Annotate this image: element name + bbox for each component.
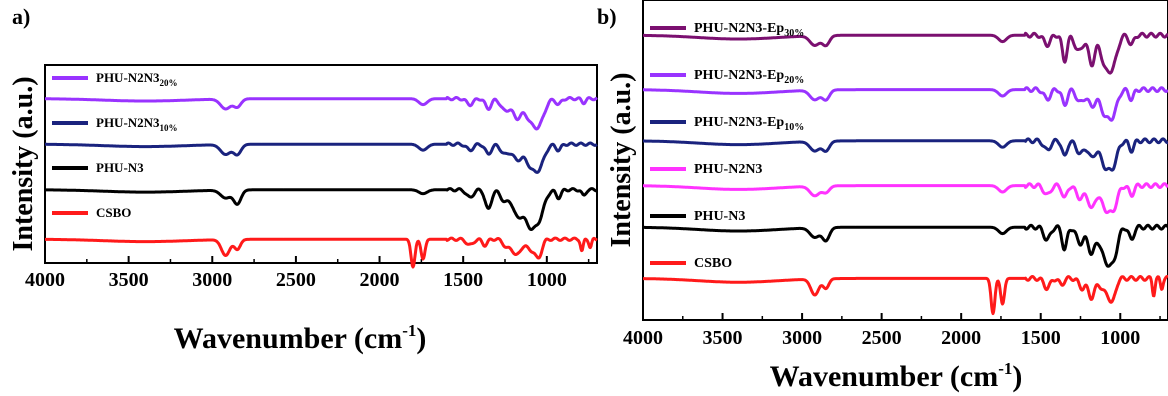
x-tick-label: 2500 — [276, 269, 316, 291]
legend-entry: PHU-N2N320% — [52, 70, 178, 88]
panel-b-plot-frame — [642, 0, 1168, 321]
legend-entry: CSBO — [52, 205, 131, 220]
x-tick-label: 1500 — [1021, 327, 1061, 349]
legend-label: CSBO — [694, 256, 732, 271]
legend-label: PHU-N2N3-Ep10% — [694, 115, 804, 133]
panel-b-x-ticks: 4000 3500 3000 2500 2000 1500 1000 — [623, 313, 1161, 349]
x-tick-label: 4000 — [623, 327, 663, 349]
panel-a-x-axis-label: Wavenumber (cm-1) — [174, 321, 427, 355]
legend-label: PHU-N2N3-Ep20% — [694, 68, 804, 86]
x-tick-label: 1000 — [1100, 327, 1140, 349]
legend-label: CSBO — [96, 205, 131, 220]
legend-entry: PHU-N2N3-Ep30% — [650, 21, 804, 39]
x-tick-label: 1500 — [443, 269, 483, 291]
panel-b: b) 4000 3500 3000 2500 2000 1500 1000 PHU-N2N3… — [597, 0, 1168, 393]
series-line — [44, 236, 598, 269]
x-tick-label: 3500 — [703, 327, 743, 349]
x-tick-label: 3000 — [192, 269, 232, 291]
panel-b-series — [642, 31, 1168, 316]
panel-a-x-ticks: 4000 3500 3000 2500 2000 1500 1000 — [25, 256, 590, 291]
legend-entry: PHU-N2N3 — [650, 162, 762, 177]
legend-entry: PHU-N2N310% — [52, 115, 178, 133]
x-tick-label: 1000 — [527, 269, 567, 291]
panel-a-label: a) — [12, 4, 30, 29]
panel-b-legend: PHU-N2N3-Ep30% PHU-N2N3-Ep20% PHU-N2N3-Ep1… — [650, 21, 804, 271]
panel-a-legend: PHU-N2N320% PHU-N2N310% PHU-N3 CSBO — [52, 70, 178, 220]
legend-label: PHU-N3 — [96, 160, 144, 175]
panel-b-y-axis-label: Intensity (a.u.) — [606, 72, 637, 247]
panel-a-series — [44, 96, 598, 269]
legend-entry: CSBO — [650, 256, 732, 271]
series-line — [642, 31, 1168, 75]
panel-a: a) 4000 3500 3000 2500 2000 1500 1000 PHU-N2N3… — [8, 4, 598, 355]
legend-entry: PHU-N2N3-Ep20% — [650, 68, 804, 86]
series-line — [642, 182, 1168, 215]
x-tick-label: 2500 — [862, 327, 902, 349]
x-tick-label: 3000 — [782, 327, 822, 349]
legend-label: PHU-N2N320% — [96, 70, 178, 88]
panel-b-x-axis-label: Wavenumber (cm-1) — [770, 359, 1023, 393]
x-tick-label: 3500 — [109, 269, 149, 291]
series-line — [642, 223, 1168, 268]
panel-b-label: b) — [597, 4, 617, 29]
x-tick-label: 2000 — [941, 327, 981, 349]
x-tick-label: 4000 — [25, 269, 65, 291]
series-line — [642, 137, 1168, 172]
panel-a-plot-frame — [44, 64, 598, 264]
series-line — [44, 187, 598, 231]
legend-label: PHU-N2N310% — [96, 115, 178, 133]
panel-a-y-axis-label: Intensity (a.u.) — [8, 76, 39, 251]
legend-entry: PHU-N3 — [650, 209, 745, 224]
legend-label: PHU-N2N3-Ep30% — [694, 21, 804, 39]
legend-label: PHU-N2N3 — [694, 162, 762, 177]
legend-entry: PHU-N3 — [52, 160, 144, 175]
series-line — [642, 86, 1168, 122]
legend-entry: PHU-N2N3-Ep10% — [650, 115, 804, 133]
legend-label: PHU-N3 — [694, 209, 745, 224]
series-line — [44, 141, 598, 174]
series-line — [44, 96, 598, 131]
series-line — [642, 275, 1168, 316]
x-tick-label: 2000 — [360, 269, 400, 291]
